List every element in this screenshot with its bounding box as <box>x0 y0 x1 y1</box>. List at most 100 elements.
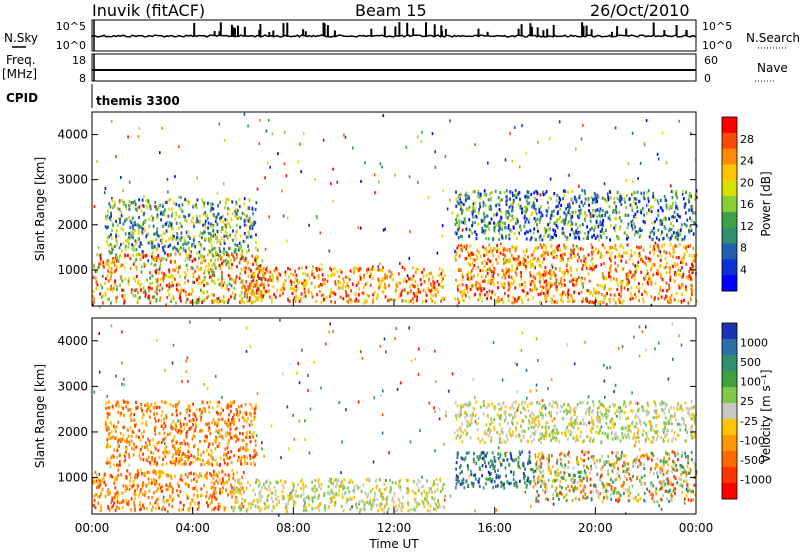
radar-echo-cell <box>677 228 679 232</box>
radar-echo-cell <box>456 246 459 250</box>
radar-echo-cell <box>205 448 208 453</box>
radar-echo-cell <box>545 246 548 250</box>
radar-echo-cell <box>176 402 179 407</box>
radar-echo-cell <box>694 259 696 263</box>
radar-echo-cell <box>607 216 610 220</box>
radar-echo-cell <box>283 162 286 166</box>
radar-echo-cell <box>304 419 306 423</box>
radar-echo-cell <box>665 161 668 165</box>
radar-echo-cell <box>186 234 189 238</box>
radar-echo-cell <box>382 114 385 118</box>
radar-echo-cell <box>243 202 246 206</box>
radar-echo-cell <box>573 362 576 366</box>
radar-echo-cell <box>430 283 433 287</box>
radar-echo-cell <box>619 195 622 199</box>
radar-echo-cell <box>161 238 164 242</box>
radar-echo-cell <box>630 220 633 224</box>
radar-echo-cell <box>432 497 435 501</box>
radar-echo-cell <box>146 444 148 448</box>
radar-echo-cell <box>600 253 602 257</box>
radar-echo-cell <box>131 231 133 235</box>
radar-echo-cell <box>163 210 165 214</box>
radar-echo-cell <box>317 276 320 280</box>
radar-echo-cell <box>92 300 95 304</box>
radar-echo-cell <box>670 215 673 219</box>
radar-echo-cell <box>320 300 323 305</box>
radar-echo-cell <box>174 422 177 426</box>
radar-echo-cell <box>111 475 114 479</box>
radar-echo-cell <box>123 460 125 464</box>
radar-echo-cell <box>291 287 294 291</box>
radar-echo-cell <box>142 222 144 226</box>
radar-echo-cell <box>524 220 527 224</box>
radar-echo-cell <box>612 210 614 214</box>
radar-echo-cell <box>616 264 619 268</box>
radar-echo-cell <box>664 257 667 261</box>
radar-echo-cell <box>562 291 564 295</box>
radar-echo-cell <box>261 259 264 263</box>
radar-echo-cell <box>140 265 143 269</box>
radar-echo-cell <box>239 448 241 452</box>
radar-echo-cell <box>684 285 687 289</box>
radar-echo-cell <box>577 275 580 279</box>
radar-echo-cell <box>584 340 586 344</box>
radar-echo-cell <box>156 288 158 292</box>
radar-echo-cell <box>231 420 234 424</box>
nsearch-tick-top: 10^5 <box>702 20 732 33</box>
radar-echo-cell <box>565 237 568 241</box>
radar-echo-cell <box>556 300 558 304</box>
radar-echo-cell <box>668 251 671 255</box>
radar-echo-cell <box>592 249 595 253</box>
radar-echo-cell <box>652 195 655 199</box>
radar-echo-cell <box>119 253 122 257</box>
radar-echo-cell <box>562 189 565 193</box>
radar-echo-cell <box>235 408 238 412</box>
radar-echo-cell <box>507 224 510 228</box>
radar-echo-cell <box>157 487 159 491</box>
radar-echo-cell <box>192 290 194 294</box>
radar-echo-cell <box>226 251 228 255</box>
radar-echo-cell <box>601 272 604 276</box>
radar-echo-cell <box>103 480 106 484</box>
radar-echo-cell <box>521 207 523 211</box>
radar-echo-cell <box>529 280 532 284</box>
radar-echo-cell <box>93 265 96 269</box>
radar-echo-cell <box>189 501 192 506</box>
radar-echo-cell <box>158 483 161 487</box>
radar-echo-cell <box>174 268 176 273</box>
radar-echo-cell <box>620 202 623 207</box>
radar-echo-cell <box>550 213 553 217</box>
radar-echo-cell <box>109 420 112 424</box>
radar-echo-cell <box>115 235 117 239</box>
radar-echo-cell <box>189 250 192 254</box>
radar-echo-cell <box>672 264 674 268</box>
radar-echo-cell <box>128 479 131 483</box>
radar-echo-cell <box>147 286 150 290</box>
radar-echo-cell <box>618 227 621 231</box>
radar-echo-cell <box>525 368 528 372</box>
radar-echo-cell <box>186 356 189 360</box>
radar-echo-cell <box>327 274 329 278</box>
radar-echo-cell <box>228 262 231 266</box>
radar-echo-cell <box>200 236 203 240</box>
radar-echo-cell <box>484 203 487 207</box>
radar-echo-cell <box>431 275 434 279</box>
radar-echo-cell <box>591 256 594 260</box>
radar-echo-cell <box>595 197 598 201</box>
radar-echo-cell <box>314 285 317 289</box>
radar-echo-cell <box>434 150 436 154</box>
radar-echo-cell <box>106 298 109 302</box>
radar-echo-cell <box>501 276 504 280</box>
radar-echo-cell <box>234 293 237 297</box>
radar-echo-cell <box>330 300 333 304</box>
radar-echo-cell <box>108 405 111 410</box>
radar-echo-cell <box>111 250 113 255</box>
radar-echo-cell <box>269 275 271 279</box>
radar-echo-cell <box>171 487 174 491</box>
radar-echo-cell <box>492 254 495 258</box>
radar-echo-cell <box>134 223 136 227</box>
radar-echo-cell <box>211 450 213 454</box>
radar-echo-cell <box>119 413 122 417</box>
radar-echo-cell <box>553 209 555 213</box>
radar-echo-cell <box>558 244 560 248</box>
